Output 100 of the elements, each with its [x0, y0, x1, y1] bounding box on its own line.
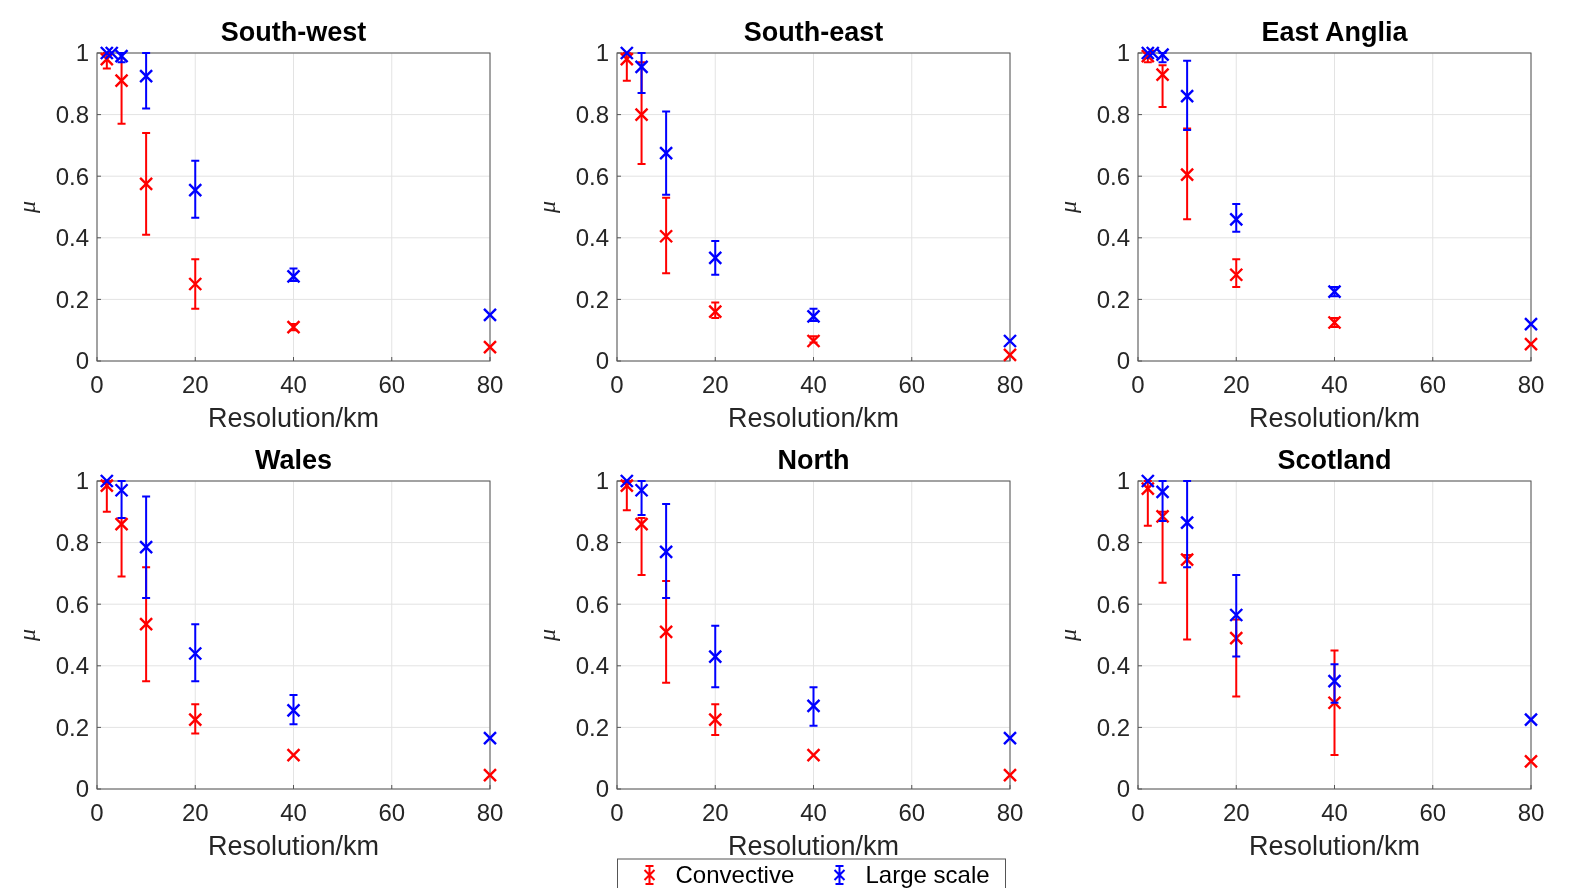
y-axis-title: μ — [1055, 628, 1081, 643]
point — [1002, 767, 1018, 783]
y-tick-label: 0.8 — [55, 529, 89, 556]
x-tick-label: 80 — [996, 371, 1024, 398]
chart-title: South-west — [220, 17, 367, 47]
y-tick-label: 0.2 — [1096, 713, 1130, 741]
x-axis-title: Resolution/km — [727, 831, 900, 861]
point — [1523, 754, 1539, 769]
x-tick-label: 40 — [280, 371, 307, 398]
x-tick-label: 60 — [1419, 799, 1447, 826]
point — [634, 59, 649, 75]
point — [482, 307, 498, 322]
point — [806, 333, 821, 349]
y-axis-title: μ — [14, 628, 40, 643]
x-tick-label: 20 — [701, 371, 729, 398]
x-axis-title: Resolution/km — [207, 403, 380, 433]
point — [658, 229, 674, 244]
point — [286, 747, 301, 763]
y-tick-label: 0.6 — [575, 590, 609, 618]
x-tick-label: 40 — [1321, 799, 1348, 826]
y-tick-label: 0.2 — [55, 713, 89, 741]
y-tick-label: 1 — [1116, 39, 1130, 67]
chart-title: North — [777, 445, 850, 475]
y-axis-title: μ — [534, 628, 560, 643]
chart-title: Scotland — [1277, 445, 1392, 475]
point — [1229, 212, 1244, 227]
x-tick-label: 60 — [378, 371, 406, 398]
y-tick-label: 0.4 — [575, 652, 609, 680]
point — [1179, 88, 1195, 104]
x-tick-label: 80 — [1517, 371, 1545, 398]
x-tick-label: 20 — [181, 371, 209, 398]
point — [286, 703, 301, 718]
y-tick-label: 0.8 — [1096, 529, 1130, 556]
point — [99, 473, 115, 489]
x-tick-label: 80 — [1517, 799, 1545, 826]
point — [188, 182, 203, 198]
x-tick-label: 20 — [1222, 799, 1250, 826]
x-tick-label: 80 — [996, 799, 1024, 826]
y-tick-label: 0.2 — [1096, 285, 1130, 313]
point — [138, 176, 154, 192]
y-tick-label: 0.2 — [575, 713, 609, 741]
y-tick-label: 1 — [595, 39, 609, 67]
y-tick-label: 0.8 — [1096, 101, 1130, 128]
y-tick-label: 0.6 — [55, 162, 89, 190]
point — [1229, 267, 1244, 282]
point — [658, 544, 674, 560]
y-tick-label: 0.4 — [1096, 224, 1130, 252]
y-tick-label: 0.8 — [575, 529, 609, 556]
point — [114, 73, 129, 88]
x-tick-label: 40 — [280, 799, 307, 826]
legend-label: Convective — [675, 861, 795, 888]
y-tick-label: 0.4 — [55, 224, 89, 252]
point — [138, 540, 154, 555]
point — [708, 649, 723, 664]
point — [188, 712, 203, 727]
x-axis-title: Resolution/km — [1248, 403, 1421, 433]
y-tick-label: 0.6 — [1096, 590, 1130, 618]
y-tick-label: 0 — [595, 347, 609, 375]
point — [806, 698, 821, 714]
y-tick-label: 1 — [1116, 467, 1130, 495]
point — [619, 473, 635, 489]
y-tick-label: 0 — [1116, 347, 1130, 375]
y-tick-label: 0.8 — [575, 101, 609, 128]
chart-title: South-east — [743, 17, 884, 47]
y-tick-label: 0 — [1116, 775, 1130, 803]
x-tick-label: 20 — [701, 799, 729, 826]
y-tick-label: 0.8 — [55, 101, 89, 128]
point — [1327, 674, 1342, 689]
x-tick-label: 80 — [476, 371, 504, 398]
point — [482, 730, 498, 746]
y-tick-label: 0 — [75, 347, 89, 375]
y-tick-label: 0.2 — [55, 285, 89, 313]
point — [619, 45, 635, 61]
x-tick-label: 20 — [1222, 371, 1250, 398]
point — [1140, 473, 1156, 489]
x-tick-label: 40 — [1321, 371, 1348, 398]
y-axis-title: μ — [534, 200, 560, 215]
x-tick-label: 60 — [898, 799, 926, 826]
x-tick-label: 80 — [476, 799, 504, 826]
point — [1002, 347, 1018, 363]
point — [188, 276, 203, 292]
point — [806, 747, 821, 763]
x-tick-label: 60 — [378, 799, 406, 826]
point — [286, 319, 301, 335]
point — [1229, 607, 1244, 623]
chart-title: Wales — [254, 445, 333, 475]
y-tick-label: 1 — [595, 467, 609, 495]
y-tick-label: 0 — [595, 775, 609, 803]
legend-label: Large scale — [865, 861, 990, 888]
x-tick-label: 20 — [181, 799, 209, 826]
y-tick-label: 1 — [75, 39, 89, 67]
y-axis-title: μ — [1055, 200, 1081, 215]
x-axis-title: Resolution/km — [1248, 831, 1421, 861]
point — [708, 250, 723, 266]
x-axis-title: Resolution/km — [727, 403, 900, 433]
x-axis-title: Resolution/km — [207, 831, 380, 861]
point — [708, 712, 723, 727]
x-tick-label: 60 — [1419, 371, 1447, 398]
point — [658, 624, 674, 640]
point — [1523, 336, 1539, 352]
